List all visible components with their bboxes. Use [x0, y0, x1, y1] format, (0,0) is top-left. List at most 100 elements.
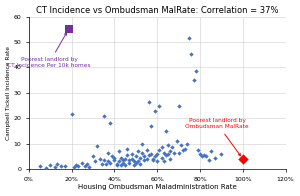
Point	[134, 155, 138, 158]
Point	[185, 142, 190, 145]
Point	[121, 159, 125, 162]
Point	[151, 157, 155, 161]
Point	[213, 156, 218, 159]
Point	[106, 151, 110, 154]
Point	[118, 164, 123, 167]
Point	[155, 152, 160, 155]
Point	[176, 104, 181, 107]
Point	[129, 152, 134, 155]
Point	[174, 140, 179, 143]
Point	[142, 159, 147, 162]
X-axis label: Housing Ombudsman Maladministration Rate: Housing Ombudsman Maladministration Rate	[78, 184, 237, 191]
Point	[37, 165, 42, 168]
Point	[69, 113, 74, 116]
Point	[74, 164, 78, 167]
Point	[161, 151, 166, 154]
Point	[168, 157, 172, 161]
Point	[131, 160, 136, 163]
Point	[200, 155, 205, 158]
Point	[127, 159, 132, 162]
Point	[187, 37, 192, 40]
Point	[99, 162, 104, 165]
Point	[146, 100, 151, 103]
Point	[164, 153, 168, 157]
Point	[178, 143, 183, 146]
Point	[112, 159, 117, 162]
Point	[108, 122, 112, 125]
Point	[71, 165, 76, 169]
Point	[191, 79, 196, 82]
Point	[208, 150, 213, 153]
Point	[155, 160, 160, 163]
Point	[108, 161, 112, 164]
Point	[48, 164, 53, 167]
Point	[136, 160, 140, 163]
Point	[125, 153, 130, 157]
Point	[161, 160, 166, 163]
Point	[86, 165, 91, 169]
Point	[140, 142, 145, 145]
Title: CT Incidence vs Ombudsman MalRate: Correlation = 37%: CT Incidence vs Ombudsman MalRate: Corre…	[36, 5, 278, 15]
Point	[144, 157, 149, 161]
Point	[168, 150, 172, 153]
Point	[114, 162, 119, 165]
Point	[114, 164, 119, 167]
Point	[148, 124, 153, 127]
Point	[153, 155, 158, 158]
Point	[166, 143, 170, 146]
Point	[103, 162, 108, 165]
Point	[136, 150, 140, 153]
Point	[116, 160, 121, 163]
Point	[131, 164, 136, 167]
Text: Poorest landlord by
Ombudsman MalRate: Poorest landlord by Ombudsman MalRate	[185, 118, 249, 156]
Point	[151, 159, 155, 162]
Point	[44, 166, 49, 169]
Point	[129, 157, 134, 161]
Point	[240, 157, 245, 161]
Y-axis label: Campbell Tickell Incidence Rate: Campbell Tickell Incidence Rate	[6, 46, 11, 140]
Point	[194, 70, 198, 73]
Point	[63, 164, 68, 168]
Point	[146, 153, 151, 157]
Point	[157, 148, 162, 152]
Point	[82, 165, 87, 168]
Point	[121, 161, 125, 164]
Point	[204, 155, 209, 158]
Point	[127, 161, 132, 164]
Point	[125, 147, 130, 150]
Point	[101, 114, 106, 117]
Point	[106, 160, 110, 163]
Point	[166, 152, 170, 155]
Point	[206, 159, 211, 162]
Point	[118, 156, 123, 159]
Point	[91, 155, 95, 158]
Point	[198, 152, 203, 155]
Point	[80, 161, 85, 164]
Point	[116, 150, 121, 153]
Point	[58, 165, 63, 168]
Point	[76, 164, 80, 168]
Point	[97, 157, 102, 161]
Point	[138, 156, 142, 159]
Point	[219, 152, 224, 155]
Point	[144, 148, 149, 152]
Point	[140, 151, 145, 154]
Point	[159, 156, 164, 159]
Point	[202, 153, 207, 157]
Point	[183, 147, 188, 150]
Point	[181, 148, 185, 152]
Point	[138, 162, 142, 165]
Text: Poorest landlord by
CT Incidence Per 10k homes: Poorest landlord by CT Incidence Per 10k…	[8, 33, 91, 68]
Point	[176, 151, 181, 154]
Point	[123, 164, 128, 167]
Point	[153, 109, 158, 112]
Point	[164, 129, 168, 132]
Point	[189, 52, 194, 55]
Point	[134, 161, 138, 164]
Point	[101, 159, 106, 162]
Point	[157, 104, 162, 107]
Point	[110, 155, 115, 158]
Point	[159, 146, 164, 149]
Point	[142, 155, 147, 158]
Point	[52, 165, 57, 169]
